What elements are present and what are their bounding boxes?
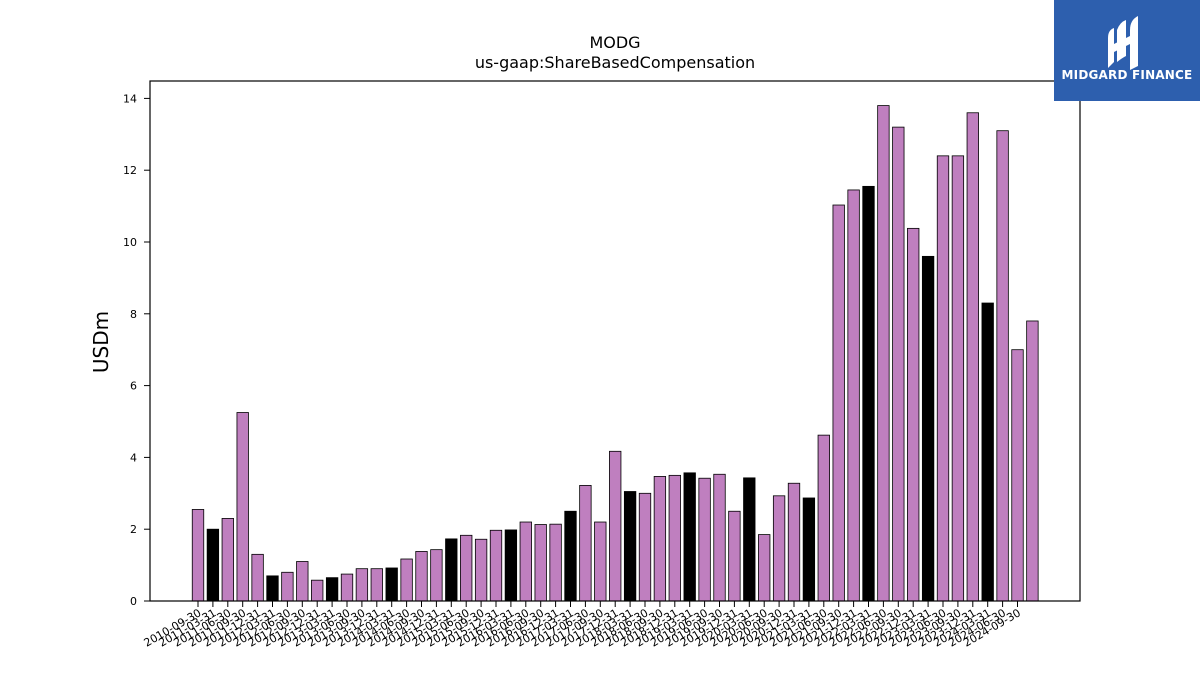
bar (236, 412, 249, 602)
bar (311, 579, 324, 602)
bar (668, 474, 681, 602)
bar (951, 155, 965, 602)
bar (892, 126, 905, 602)
bar (534, 524, 547, 602)
y-axis-ticks: 0 2 4 6 8 10 12 14 (123, 92, 150, 608)
bar (653, 476, 667, 602)
plot-frame (149, 80, 1081, 602)
bar (921, 255, 935, 602)
y-axis-label: USDm (89, 311, 113, 373)
bar (370, 568, 383, 602)
chart-subtitle: us-gaap:ShareBasedCompensation (475, 53, 755, 72)
bar (996, 130, 1009, 602)
bar (519, 521, 532, 602)
bar (594, 521, 607, 602)
bar (296, 561, 309, 602)
bar (445, 538, 458, 602)
bar (191, 509, 205, 602)
bar (549, 523, 562, 602)
logo-text: MIDGARD FINANCE (1061, 68, 1193, 82)
bar (266, 575, 279, 602)
bar (832, 204, 845, 602)
y-tick-label: 10 (123, 236, 137, 249)
y-tick-label: 6 (130, 380, 137, 393)
y-tick-label: 14 (123, 92, 137, 105)
y-tick-label: 4 (130, 451, 137, 464)
bar (504, 529, 518, 602)
bar (340, 573, 354, 602)
bar (787, 482, 801, 602)
bar (877, 105, 890, 602)
midgard-logo-icon (1108, 16, 1138, 70)
y-tick-label: 12 (123, 164, 137, 177)
bar (862, 185, 875, 602)
bar (698, 477, 711, 602)
bar (817, 434, 830, 602)
bar (1011, 349, 1024, 602)
bar (489, 529, 503, 602)
y-tick-label: 0 (130, 595, 137, 608)
bar (713, 473, 726, 602)
bar (206, 528, 220, 602)
bar (966, 112, 979, 602)
bar (281, 571, 294, 602)
bar (1026, 320, 1039, 602)
bar (430, 549, 443, 602)
bar (623, 491, 637, 602)
bar (772, 495, 786, 602)
bar (460, 534, 473, 602)
bar (981, 302, 994, 602)
bar (743, 477, 756, 602)
bar (802, 497, 816, 602)
bar (936, 155, 950, 602)
y-tick-label: 2 (130, 523, 137, 536)
bar (385, 567, 398, 602)
bar (579, 484, 592, 602)
bar (683, 472, 696, 602)
bar (847, 189, 860, 602)
bar (638, 492, 652, 602)
x-axis-ticks: 2010-09-302011-03-312011-06-302011-09-30… (142, 601, 1023, 650)
brand-logo: MIDGARD FINANCE (1054, 0, 1200, 101)
y-tick-label: 8 (130, 308, 137, 321)
bar (325, 577, 339, 602)
bar (415, 551, 428, 602)
bar (251, 553, 264, 602)
bar (474, 538, 488, 602)
bar (221, 518, 234, 602)
bar (609, 450, 622, 602)
bar (564, 510, 577, 602)
bar (728, 510, 741, 602)
bar (907, 227, 920, 602)
bar (758, 534, 771, 602)
chart-title: MODG (589, 33, 640, 52)
bar (355, 568, 369, 602)
bar (400, 558, 413, 602)
bar-group (191, 105, 1039, 602)
